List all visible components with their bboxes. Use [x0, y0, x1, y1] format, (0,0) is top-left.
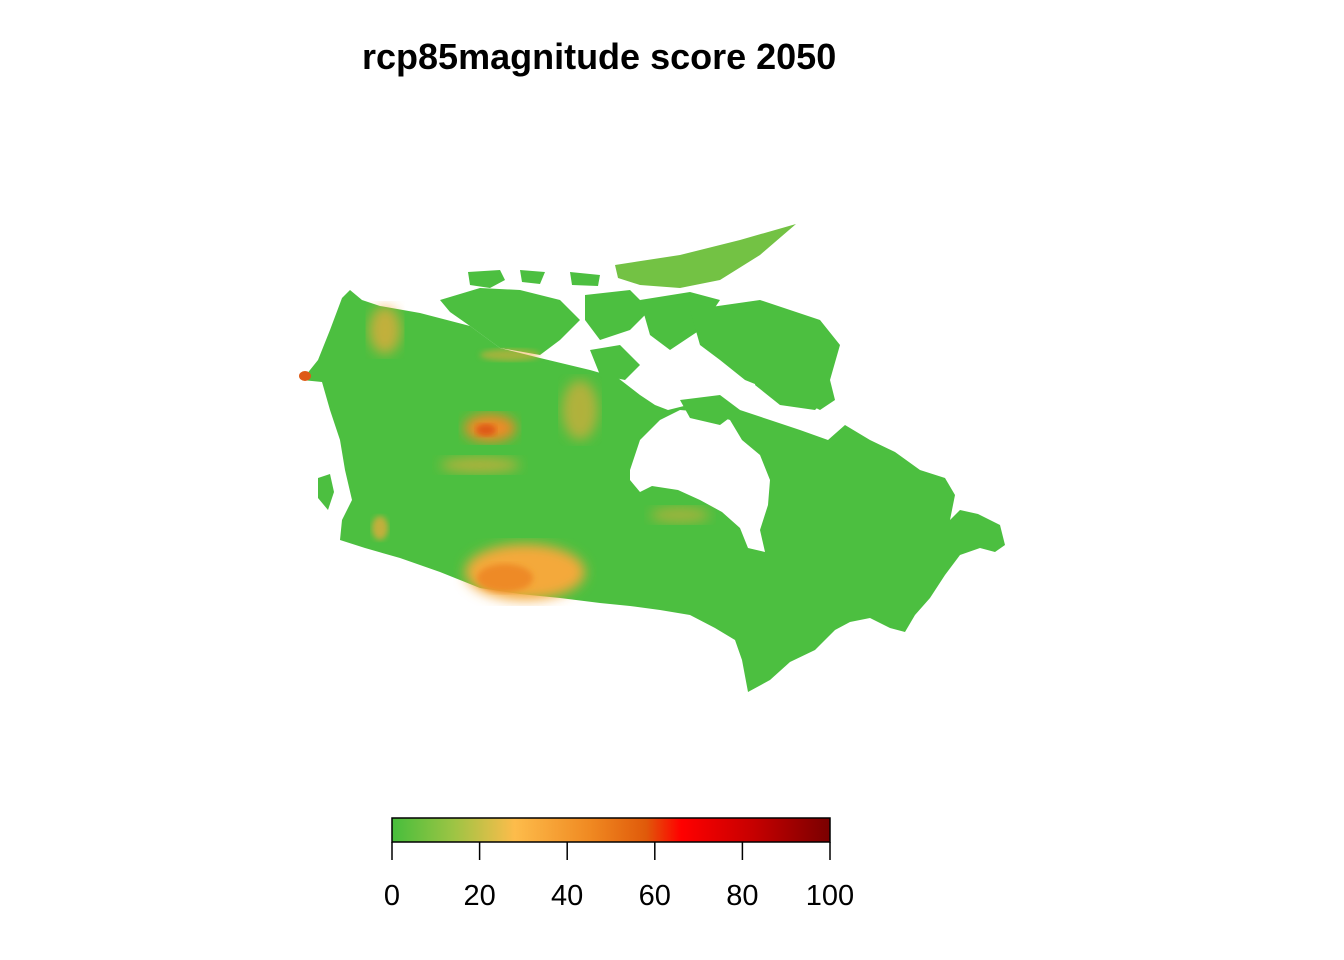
- legend-colorbar: [391, 817, 831, 843]
- page-title: rcp85magnitude score 2050: [362, 36, 837, 77]
- score-hotspots: [299, 306, 710, 600]
- arctic-islands: [440, 224, 840, 425]
- legend-tick-label-60: 60: [638, 880, 671, 912]
- legend-tick-label-80: 80: [726, 880, 759, 912]
- legend-tick-label-0: 0: [383, 880, 401, 912]
- legend-ticks: [391, 842, 831, 860]
- mainland: [302, 290, 1005, 692]
- legend-tick-label-20: 20: [463, 880, 496, 912]
- vancouver-island: [318, 474, 334, 510]
- canada-map: [299, 224, 1005, 692]
- legend-tick-label-40: 40: [551, 880, 584, 912]
- color-legend: [391, 817, 831, 860]
- legend-tick-label-100: 100: [805, 880, 855, 912]
